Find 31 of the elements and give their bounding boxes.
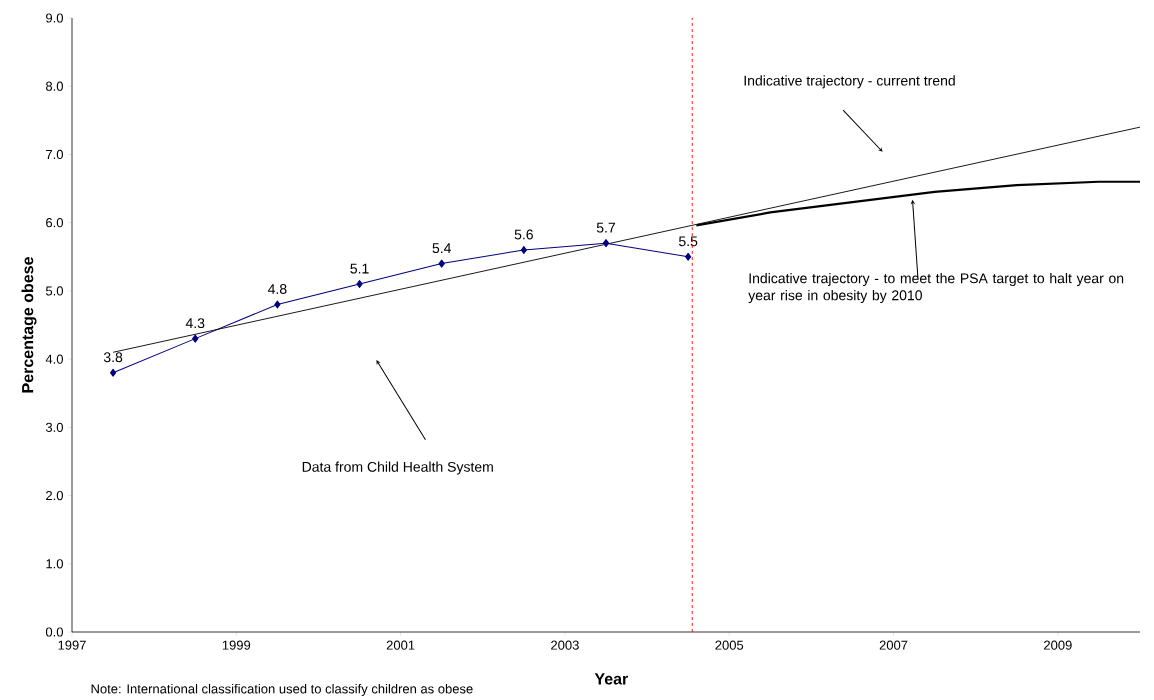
y-tick-label: 3.0 — [45, 422, 63, 432]
x-tick-label: 2003 — [551, 640, 579, 650]
y-tick-label: 6.0 — [46, 217, 63, 228]
data-label: 5.6 — [514, 229, 533, 240]
y-tick-label: 0.0 — [45, 627, 63, 637]
y-tick-label: 2.0 — [46, 490, 63, 500]
x-tick-label: 1997 — [58, 640, 86, 650]
y-tick-label: 9.0 — [46, 13, 63, 23]
x-tick-label: 2005 — [715, 640, 744, 650]
y-tick-label: 5.0 — [45, 286, 63, 296]
y-tick-label: 1.0 — [46, 558, 63, 569]
data-label: 5.1 — [350, 263, 369, 274]
y-axis-title: Percentage obese — [21, 256, 37, 393]
y-tick-label: 8.0 — [45, 81, 63, 91]
annotation: Indicative trajectory - to meet the PSA target to halt year on year rise in obesity by 2010 — [748, 272, 1124, 303]
annotation: Data from Child Health System — [302, 461, 493, 475]
data-label: 3.8 — [103, 352, 123, 363]
annotation: Indicative trajectory - current trend — [744, 75, 955, 89]
x-tick-label: 2007 — [879, 640, 908, 650]
data-label: 5.4 — [432, 243, 452, 253]
data-label: 4.8 — [267, 283, 287, 294]
y-tick-label: 4.0 — [45, 354, 63, 364]
data-label: 4.3 — [185, 318, 205, 328]
data-label: 5.7 — [596, 222, 616, 233]
x-axis-title: Year — [594, 673, 629, 685]
x-tick-label: 2009 — [1044, 640, 1072, 650]
x-tick-label: 1999 — [222, 640, 251, 650]
x-tick-label: 2001 — [386, 640, 415, 650]
y-tick-label: 7.0 — [46, 149, 63, 159]
data-label: 5.5 — [678, 236, 698, 247]
text: Note: International classification used to classify children as obese — [91, 683, 473, 696]
